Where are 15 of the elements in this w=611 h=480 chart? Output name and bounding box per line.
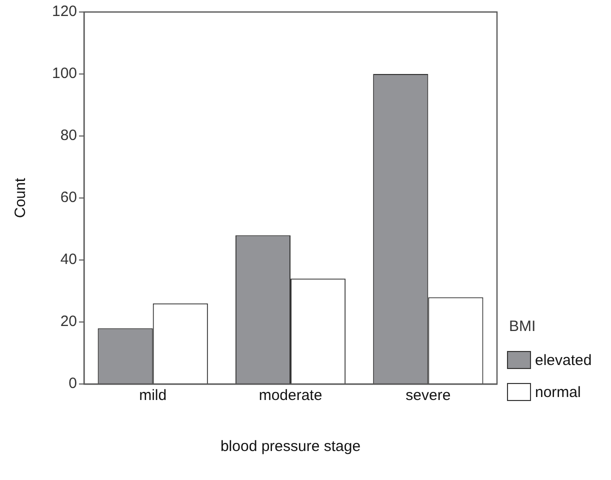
text: normal — [535, 384, 581, 400]
y-tick-label: 0 — [68, 375, 78, 392]
y-tick-label: 60 — [60, 189, 78, 206]
x-tick-label: severe — [406, 387, 451, 404]
y-axis-title: Count — [12, 177, 30, 218]
y-tick-label: 20 — [60, 313, 78, 330]
legend-title: BMI — [509, 318, 537, 335]
x-tick-label: moderate — [258, 387, 322, 404]
y-tick-label: 40 — [60, 251, 78, 268]
y-tick-label: 120 — [52, 3, 78, 20]
y-tick-label: 80 — [60, 127, 78, 144]
y-tick-label: 100 — [52, 65, 78, 82]
x-axis-title: blood pressure stage — [220, 438, 361, 456]
legend-label: elevated — [535, 352, 592, 368]
x-tick-label: mild — [139, 387, 167, 404]
